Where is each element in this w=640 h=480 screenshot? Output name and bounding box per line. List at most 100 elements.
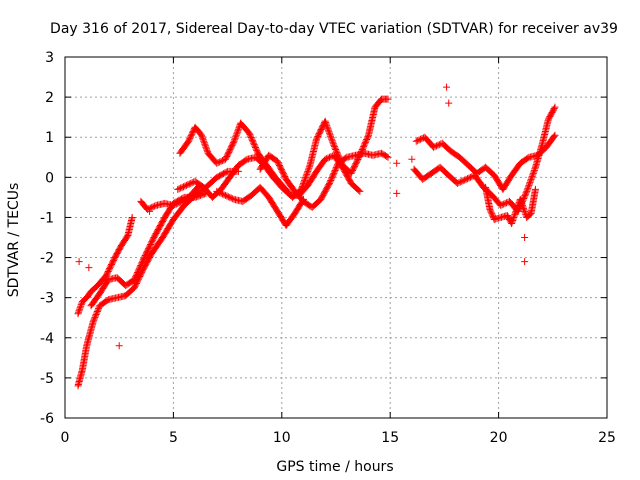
data-point — [501, 199, 509, 207]
data-point — [527, 177, 535, 185]
data-point — [500, 200, 508, 208]
data-point — [149, 203, 157, 211]
data-point — [550, 104, 558, 112]
data-point — [177, 184, 185, 192]
data-point — [298, 184, 306, 192]
data-point — [302, 172, 310, 180]
data-point — [303, 170, 311, 178]
data-point — [325, 153, 333, 161]
data-point — [305, 164, 313, 172]
y-tick-label: 0 — [45, 170, 54, 186]
data-point — [331, 166, 339, 174]
data-point — [462, 175, 470, 183]
data-point — [232, 133, 240, 141]
data-point-outlier — [393, 189, 401, 197]
data-point-outlier — [408, 155, 416, 163]
data-point — [522, 189, 530, 197]
data-point — [220, 191, 228, 199]
data-point — [250, 141, 258, 149]
data-point — [322, 120, 330, 128]
data-point — [525, 181, 533, 189]
data-point — [531, 165, 539, 173]
data-point-outlier — [445, 99, 453, 107]
data-point-outlier — [393, 159, 401, 167]
data-point — [415, 136, 423, 144]
data-point — [511, 210, 519, 218]
data-point — [361, 140, 369, 148]
data-point — [355, 186, 363, 194]
data-point — [224, 193, 232, 201]
data-point — [465, 174, 473, 182]
data-point — [332, 146, 340, 154]
data-point — [182, 181, 190, 189]
data-point — [327, 132, 335, 140]
data-point — [523, 186, 531, 194]
data-point — [384, 95, 392, 103]
data-point — [333, 148, 341, 156]
x-tick-label: 20 — [490, 430, 508, 446]
data-point — [229, 139, 237, 147]
data-point — [249, 138, 257, 146]
data-point — [251, 144, 259, 152]
data-point — [174, 185, 182, 193]
data-point — [178, 183, 186, 191]
data-point — [453, 179, 461, 187]
data-point — [550, 132, 558, 140]
data-point — [301, 176, 309, 184]
data-point — [456, 178, 464, 186]
y-axis-label: SDTVAR / TECUs — [6, 183, 22, 298]
data-point — [511, 209, 519, 217]
data-point — [323, 123, 331, 131]
data-point — [434, 141, 442, 149]
data-point — [75, 307, 83, 315]
data-point — [513, 204, 521, 212]
data-point — [520, 206, 528, 214]
data-point-outlier — [115, 342, 123, 350]
data-point — [323, 155, 331, 163]
data-point — [488, 210, 496, 218]
data-point — [148, 203, 156, 211]
data-point — [328, 174, 336, 182]
data-point — [202, 143, 210, 151]
data-point — [321, 155, 329, 163]
data-point — [458, 177, 466, 185]
data-point — [213, 187, 221, 195]
data-point — [530, 166, 538, 174]
data-point — [519, 203, 527, 211]
data-point — [508, 219, 516, 227]
data-point — [528, 172, 536, 180]
data-point — [93, 309, 101, 317]
data-point — [233, 128, 241, 136]
data-point — [180, 183, 188, 191]
data-point — [247, 132, 255, 140]
data-point — [521, 207, 529, 215]
data-point-outlier — [521, 234, 529, 241]
data-point — [414, 137, 422, 145]
data-point — [251, 142, 259, 150]
data-point — [459, 177, 467, 185]
data-point — [174, 199, 182, 207]
data-point — [363, 136, 371, 144]
data-point — [298, 182, 306, 190]
data-point — [214, 188, 222, 196]
data-point — [246, 131, 254, 139]
data-point — [171, 201, 179, 209]
data-point-outlier — [521, 258, 529, 266]
data-point — [76, 305, 84, 313]
data-series-sdtvar — [74, 83, 559, 390]
data-point — [203, 146, 211, 154]
y-tick-label: 1 — [45, 130, 54, 146]
data-point — [464, 175, 472, 183]
data-point — [328, 137, 336, 145]
plot-frame — [64, 56, 608, 419]
data-point — [250, 139, 258, 147]
data-point — [430, 143, 438, 151]
data-point — [231, 136, 239, 144]
data-point — [219, 190, 227, 198]
data-point — [487, 207, 495, 215]
data-point — [517, 198, 525, 206]
data-point — [217, 189, 225, 197]
data-point — [75, 308, 83, 316]
data-point — [326, 178, 334, 186]
data-point — [529, 169, 537, 177]
